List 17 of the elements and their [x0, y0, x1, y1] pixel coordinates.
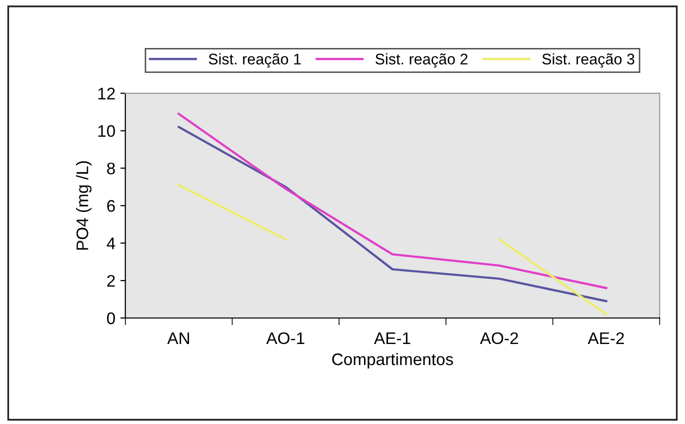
x-tick-label: AO-2: [480, 332, 518, 344]
legend-label: Sist. reação 2: [376, 53, 468, 68]
y-tick-label: 4: [106, 238, 116, 250]
legend-label: Sist. reação 3: [542, 53, 634, 68]
x-tick-label: AO-1: [266, 332, 304, 344]
x-tick-label: AN: [167, 332, 189, 344]
y-tick-label: 8: [107, 162, 115, 174]
x-axis-title: Compartimentos: [332, 352, 454, 369]
x-tick-label: AE-1: [374, 332, 410, 344]
legend-label: Sist. reação 1: [208, 53, 301, 68]
y-tick-label: 12: [98, 88, 115, 100]
y-tick-label: 2: [107, 274, 115, 287]
y-tick-label: 0: [107, 312, 115, 324]
y-tick-label: 6: [107, 200, 115, 212]
x-tick-label: AE-2: [588, 332, 624, 344]
y-tick-label: 10: [98, 125, 115, 137]
y-axis-title: PO4 (mg /L): [76, 161, 92, 250]
